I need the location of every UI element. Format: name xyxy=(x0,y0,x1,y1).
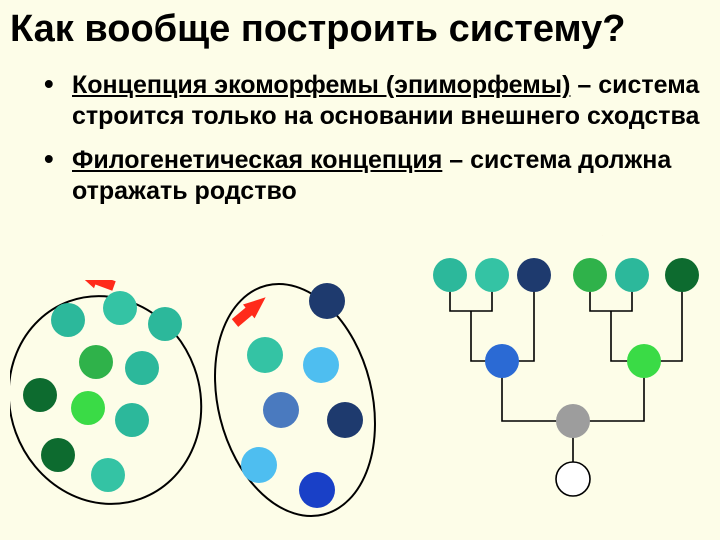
bullet-list: Концепция экоморфемы (эпиморфемы) – сист… xyxy=(44,70,700,219)
page-title: Как вообще построить систему? xyxy=(10,8,710,51)
tree-node xyxy=(517,258,551,292)
cluster-node xyxy=(71,391,105,425)
bullet-item: Филогенетическая концепция – система дол… xyxy=(44,145,700,208)
tree-node xyxy=(475,258,509,292)
tree-node xyxy=(573,258,607,292)
tree-node xyxy=(556,462,590,496)
tree-node xyxy=(433,258,467,292)
tree-node xyxy=(556,404,590,438)
bullet-item: Концепция экоморфемы (эпиморфемы) – сист… xyxy=(44,70,700,133)
cluster-node xyxy=(241,447,277,483)
cluster-node xyxy=(51,303,85,337)
cluster-node xyxy=(263,392,299,428)
cluster-node xyxy=(247,337,283,373)
cluster-node xyxy=(125,351,159,385)
pointer-arrow-icon xyxy=(73,280,117,294)
cluster-node xyxy=(41,438,75,472)
cluster-node xyxy=(23,378,57,412)
pointer-arrow-icon xyxy=(229,290,271,330)
cluster-node xyxy=(299,472,335,508)
cluster-node xyxy=(327,402,363,438)
tree-node xyxy=(615,258,649,292)
cluster-node xyxy=(148,307,182,341)
cluster-node xyxy=(303,347,339,383)
cluster-node xyxy=(309,283,345,319)
cluster-node xyxy=(103,291,137,325)
ecomorpheme-cluster-left xyxy=(10,280,220,520)
cluster-node xyxy=(79,345,113,379)
ecomorpheme-cluster-right xyxy=(205,265,405,525)
tree-node xyxy=(627,344,661,378)
phylogenetic-tree xyxy=(430,235,720,535)
cluster-node xyxy=(115,403,149,437)
tree-node xyxy=(665,258,699,292)
tree-node xyxy=(485,344,519,378)
pointer-arrow-icon xyxy=(590,235,623,237)
cluster-node xyxy=(91,458,125,492)
